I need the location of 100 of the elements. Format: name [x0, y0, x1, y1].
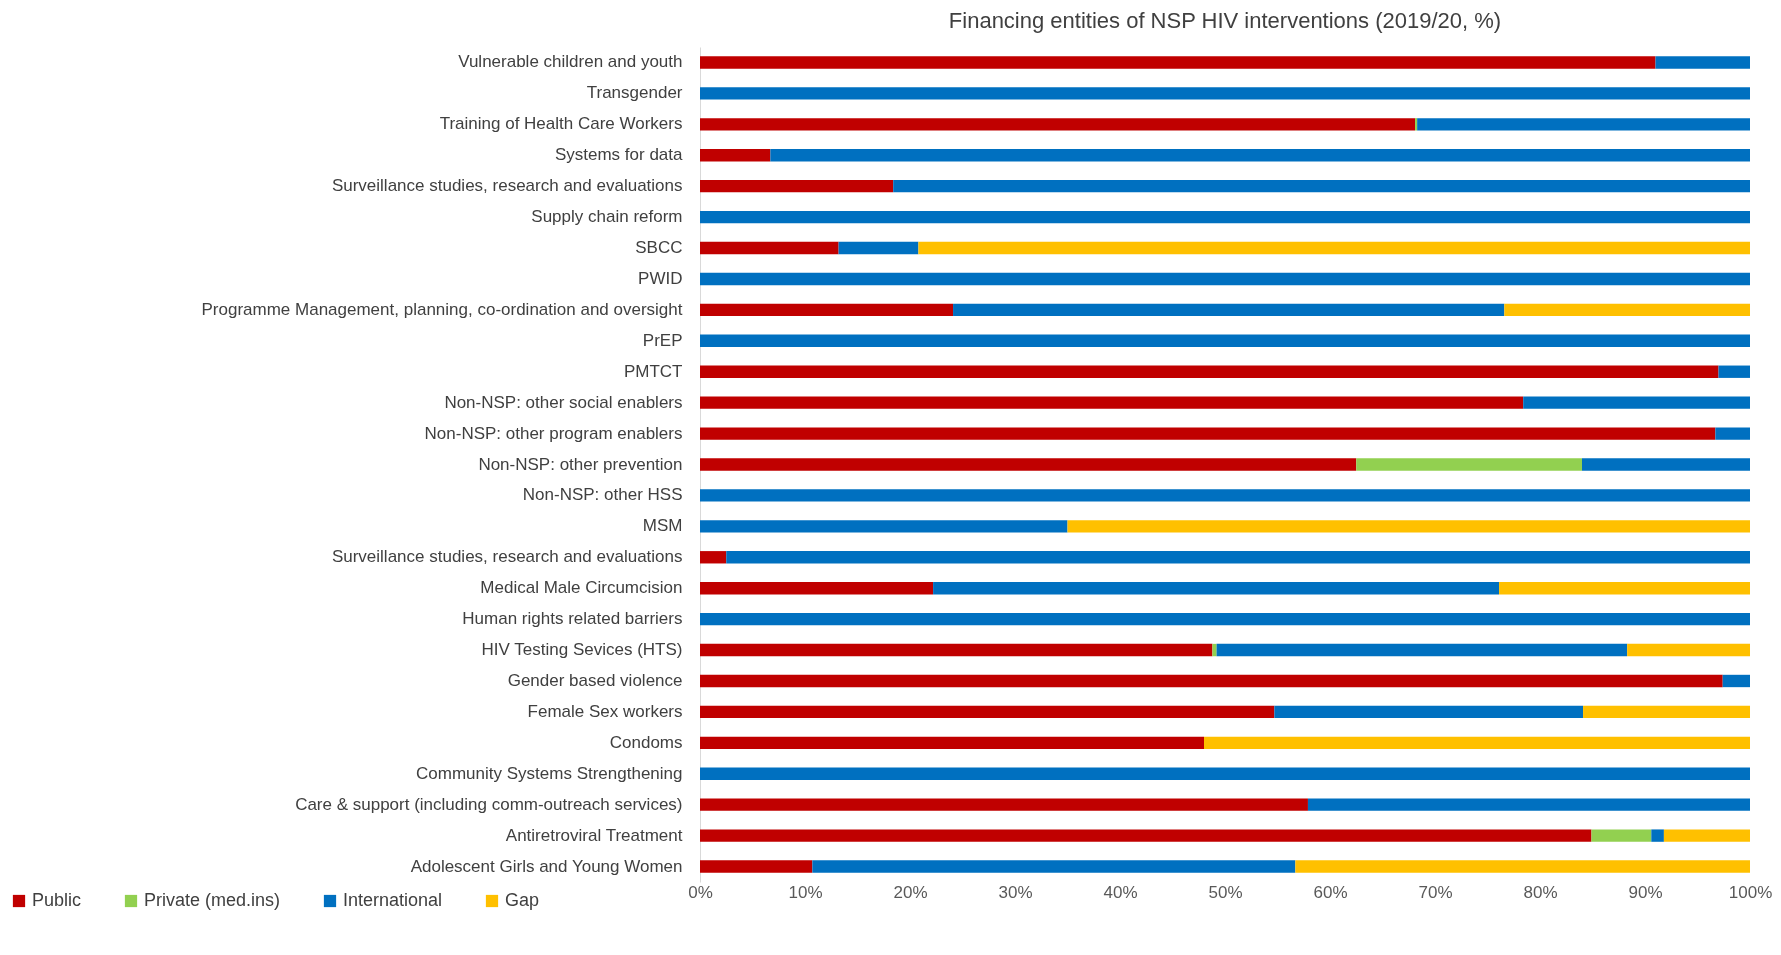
bar	[1274, 705, 1584, 719]
y-tick-label: Systems for data	[554, 145, 684, 165]
y-tick-label: PWID	[638, 268, 683, 288]
y-tick-label: Medical Male Circumcision	[480, 578, 683, 598]
y-tick-label: PrEP	[642, 330, 683, 350]
bar	[700, 241, 839, 255]
bar	[1663, 829, 1750, 842]
y-tick-label: PMTCT	[623, 361, 683, 381]
bar	[700, 334, 1750, 347]
bar	[1295, 860, 1750, 873]
bar	[700, 705, 1275, 719]
bar	[933, 582, 1500, 595]
bar	[700, 87, 1750, 100]
bar	[1722, 674, 1750, 688]
y-tick-label: Non-NSP: other prevention	[478, 454, 683, 474]
bar	[1655, 56, 1750, 69]
bar	[1591, 829, 1652, 842]
bar	[1504, 303, 1750, 317]
y-tick-label: MSM	[642, 516, 683, 536]
x-tick-label: 90%	[1628, 882, 1663, 902]
x-tick-label: 70%	[1418, 882, 1453, 902]
bar	[1523, 396, 1750, 409]
legend-label: Public	[32, 890, 82, 910]
bar	[918, 241, 1750, 255]
bar	[726, 551, 1750, 564]
legend-label: Gap	[505, 890, 540, 910]
bar	[700, 179, 894, 193]
bar	[700, 489, 1750, 502]
y-tick-label: Condoms	[609, 732, 683, 752]
bar	[1715, 427, 1750, 440]
bar	[1582, 458, 1750, 471]
y-tick-label: Gender based violence	[507, 670, 683, 690]
y-tick-label: Programme Management, planning, co-ordination and oversight	[201, 299, 683, 319]
y-tick-label: Non-NSP: other HSS	[522, 485, 683, 505]
bar	[700, 860, 813, 873]
bar	[770, 149, 1750, 162]
y-tick-label: Training of Health Care Workers	[439, 114, 683, 134]
bar	[1204, 736, 1750, 750]
chart-title: Financing entities of NSP HIV interventions (2019/20, %)	[948, 8, 1502, 33]
bar	[700, 582, 934, 595]
x-tick-label: 100%	[1728, 882, 1773, 902]
y-tick-label: Human rights related barriers	[462, 609, 683, 629]
y-tick-label: Female Sex workers	[527, 701, 683, 721]
y-tick-label: Non-NSP: other program enablers	[424, 423, 683, 443]
bar	[953, 303, 1505, 317]
x-tick-label: 50%	[1208, 882, 1243, 902]
y-tick-label: SBCC	[635, 238, 683, 258]
bar	[700, 272, 1750, 286]
bar	[700, 149, 771, 162]
y-tick-label: Surveillance studies, research and evaluations	[331, 547, 683, 567]
x-tick-label: 30%	[998, 882, 1033, 902]
bar	[1212, 643, 1217, 657]
x-tick-label: 60%	[1313, 882, 1348, 902]
bar	[700, 210, 1750, 224]
bar	[700, 118, 1416, 131]
bar	[1216, 643, 1628, 657]
y-tick-label: Supply chain reform	[531, 207, 683, 227]
y-tick-label: HIV Testing Sevices (HTS)	[481, 640, 683, 660]
bar	[700, 798, 1308, 811]
bar	[700, 551, 727, 564]
bar	[700, 612, 1750, 626]
x-tick-label: 40%	[1103, 882, 1138, 902]
bar	[700, 674, 1723, 688]
y-tick-label: Surveillance studies, research and evaluations	[331, 176, 683, 196]
bar	[1356, 458, 1582, 471]
bar	[700, 458, 1357, 471]
x-tick-label: 0%	[688, 882, 713, 902]
legend-label: Private (med.ins)	[144, 890, 281, 910]
bar	[1499, 582, 1750, 595]
bar	[700, 56, 1656, 69]
bar	[1067, 520, 1750, 533]
bar	[700, 736, 1204, 750]
bar	[700, 365, 1719, 378]
bar	[700, 829, 1592, 842]
bar	[700, 520, 1068, 533]
x-tick-label: 10%	[788, 882, 823, 902]
legend-label: International	[343, 890, 443, 910]
y-tick-label: Adolescent Girls and Young Women	[410, 856, 683, 876]
bar	[1651, 829, 1664, 842]
y-tick-label: Vulnerable children and youth	[458, 52, 683, 72]
y-tick-label: Care & support (including comm-outreach services)	[295, 794, 683, 814]
bar	[1417, 118, 1750, 131]
y-tick-label: Non-NSP: other social enablers	[444, 392, 683, 412]
bar	[838, 241, 919, 255]
bar	[700, 427, 1716, 440]
bar	[1583, 705, 1750, 719]
bar	[700, 643, 1213, 657]
y-tick-label: Community Systems Strengthening	[416, 763, 683, 783]
x-tick-label: 20%	[893, 882, 928, 902]
bar	[700, 767, 1750, 780]
bar	[893, 179, 1750, 193]
bar	[1718, 365, 1750, 378]
x-tick-label: 80%	[1523, 882, 1558, 902]
bar	[700, 303, 954, 317]
bar	[1415, 118, 1418, 131]
y-tick-label: Antiretroviral Treatment	[505, 825, 683, 845]
bar	[812, 860, 1296, 873]
bar	[700, 396, 1524, 409]
bar	[1627, 643, 1750, 657]
bar	[1307, 798, 1750, 811]
